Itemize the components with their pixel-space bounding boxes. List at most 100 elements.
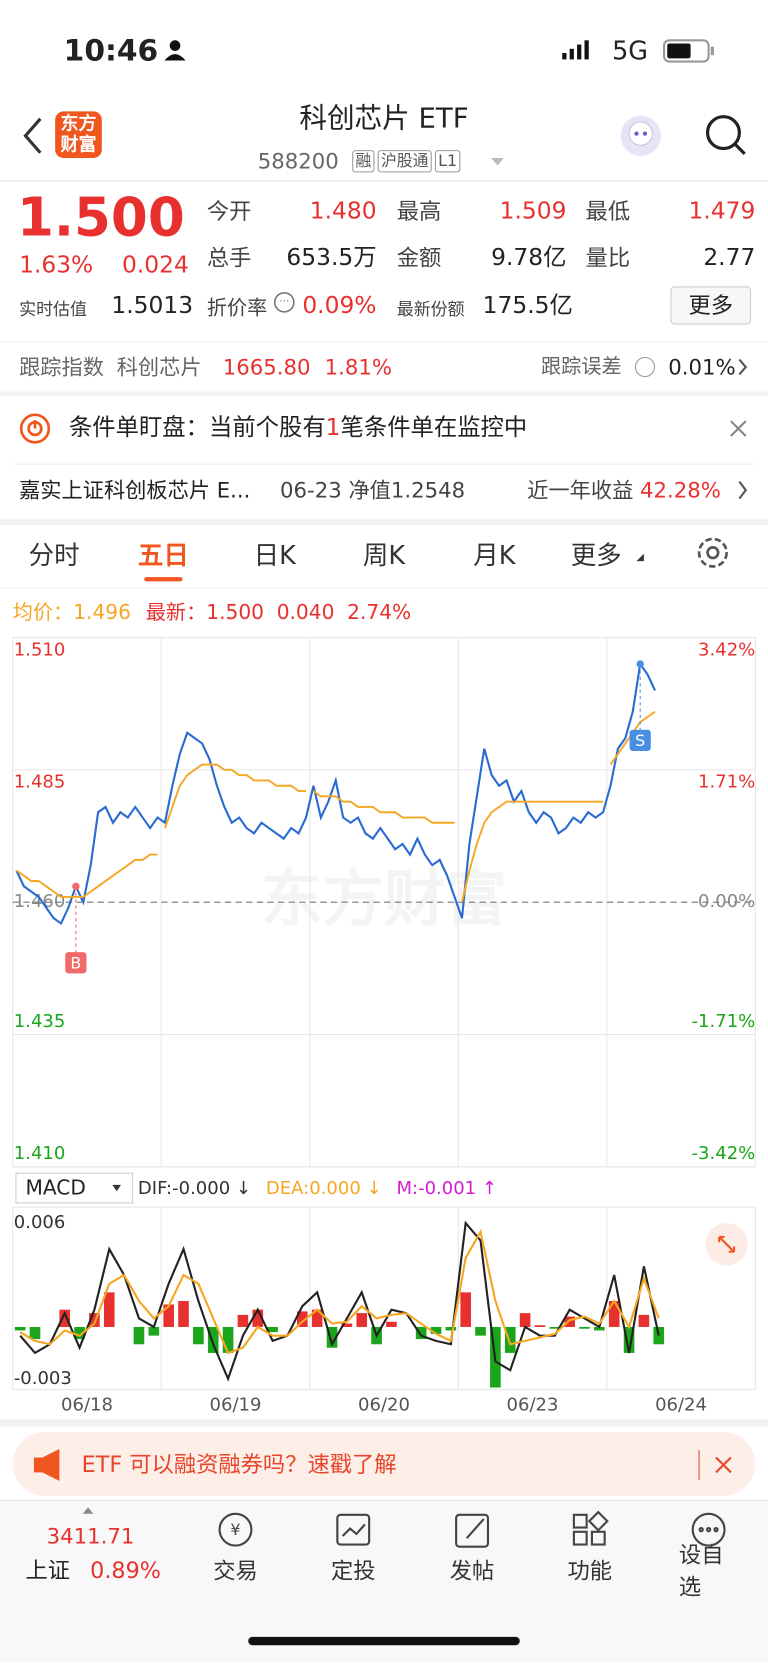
shares-label: 最新份额 bbox=[396, 299, 465, 320]
alert-icon bbox=[19, 413, 51, 444]
field-value: 2.77 bbox=[703, 245, 756, 272]
tab[interactable]: 分时 bbox=[28, 540, 80, 571]
discount-label: 折价率 bbox=[206, 296, 268, 320]
macd-bar bbox=[103, 1292, 115, 1327]
divider bbox=[0, 587, 768, 589]
field-label: 今开 bbox=[206, 198, 252, 225]
return-label: 近一年收益 bbox=[527, 477, 634, 503]
network: 5G bbox=[612, 36, 649, 66]
change: 0.024 bbox=[121, 252, 189, 279]
error-label: 跟踪误差 bbox=[541, 354, 622, 379]
legend-entry: M:-0.001 ↑ bbox=[396, 1178, 497, 1199]
macd-bar bbox=[445, 1326, 457, 1331]
field-value: 1.509 bbox=[499, 198, 567, 225]
price-line bbox=[15, 661, 657, 926]
banner-text[interactable]: ETF 可以融资融券吗？速戳了解 bbox=[81, 1451, 397, 1478]
macd-bar bbox=[163, 1304, 174, 1327]
tags: 融沪股通 L1 bbox=[352, 150, 463, 173]
macd-bar bbox=[564, 1316, 575, 1327]
avg-label: 均价： bbox=[12, 600, 74, 625]
last-change-pct: 2.74% bbox=[347, 600, 412, 625]
bottom-bar bbox=[0, 1499, 768, 1663]
y-tick-label: 1.410 bbox=[14, 1143, 66, 1164]
change-pct: 1.63% bbox=[19, 252, 94, 279]
more-button[interactable]: 更多 bbox=[670, 286, 752, 325]
alert-count: 1 bbox=[325, 414, 341, 442]
close-icon bbox=[730, 420, 747, 437]
tab[interactable]: 日K bbox=[253, 540, 296, 571]
x-tick-label: 06/19 bbox=[210, 1395, 262, 1416]
dropdown-icon bbox=[112, 1184, 121, 1192]
avatar bbox=[620, 115, 661, 156]
x-tick-label: 06/24 bbox=[655, 1395, 707, 1416]
avg-value: 1.496 bbox=[73, 600, 131, 625]
y2-tick-label: 0.00% bbox=[698, 891, 755, 912]
nav-item[interactable]: 定投 bbox=[330, 1558, 376, 1584]
y-tick-label: 1.435 bbox=[14, 1011, 66, 1032]
search-icon bbox=[705, 115, 746, 155]
annotation-box bbox=[629, 729, 651, 751]
y2-tick-label: 1.71% bbox=[698, 772, 755, 793]
discount: 0.09% bbox=[302, 292, 377, 320]
field-value: 1.479 bbox=[688, 198, 756, 225]
alert-text[interactable]: 条件单盯盘：当前个股有1笔条件单在监控中 bbox=[69, 414, 528, 442]
tab[interactable]: 更多 bbox=[570, 540, 622, 571]
shares: 175.5亿 bbox=[482, 292, 573, 320]
nav-item[interactable]: 发帖 bbox=[449, 1558, 495, 1584]
code: 588200 bbox=[257, 148, 339, 174]
expand-icon bbox=[705, 1223, 748, 1266]
divider bbox=[0, 391, 768, 396]
dif-line bbox=[19, 1220, 660, 1382]
average-line bbox=[164, 763, 307, 829]
tab[interactable]: 五日 bbox=[137, 540, 189, 571]
nav-item[interactable]: 设自选 bbox=[678, 1542, 724, 1600]
macd-selector[interactable] bbox=[15, 1172, 134, 1204]
nav-item[interactable]: 交易 bbox=[213, 1558, 258, 1584]
last-label: 最新： bbox=[145, 600, 207, 625]
chevron bbox=[738, 358, 748, 376]
chevron bbox=[738, 480, 748, 500]
macd-bar bbox=[14, 1326, 26, 1331]
macd-bar bbox=[608, 1301, 620, 1327]
divider bbox=[12, 463, 756, 465]
macd-bar bbox=[193, 1326, 204, 1345]
annotation-label: S bbox=[635, 731, 645, 750]
macd-frame bbox=[12, 1206, 756, 1391]
alert-suffix: 笔条件单在监控中 bbox=[340, 414, 528, 442]
logo[interactable]: 东方财富 bbox=[55, 111, 102, 159]
macd-bar bbox=[297, 1311, 308, 1327]
nav-item[interactable]: 功能 bbox=[567, 1558, 613, 1584]
macd-bar bbox=[415, 1326, 427, 1340]
settings-icon bbox=[697, 537, 728, 568]
tab[interactable]: 月K bbox=[473, 540, 516, 571]
macd-bar bbox=[74, 1326, 85, 1340]
tracking-change: 1.81% bbox=[324, 354, 393, 380]
time: 10:46 bbox=[63, 32, 159, 68]
field-value: 653.5万 bbox=[286, 245, 377, 272]
divider bbox=[0, 1419, 768, 1427]
y2-tick-label: -1.71% bbox=[692, 1011, 756, 1032]
fund-name[interactable]: 嘉实上证科创板芯片 E... bbox=[19, 477, 251, 503]
help-icon bbox=[634, 356, 656, 378]
dropdown-icon bbox=[491, 158, 504, 166]
macd-bar bbox=[252, 1309, 264, 1327]
tab[interactable]: 周K bbox=[362, 540, 406, 571]
back-icon bbox=[23, 117, 42, 154]
macd-bar bbox=[594, 1326, 605, 1331]
fund-date: 06-23 bbox=[280, 477, 342, 503]
macd-bar bbox=[504, 1326, 516, 1353]
price: 1.500 bbox=[16, 186, 185, 249]
legend-entry: DIF:-0.000 ↓ bbox=[138, 1178, 251, 1199]
macd-bar bbox=[59, 1309, 71, 1327]
estimate-label: 实时估值 bbox=[19, 299, 88, 320]
macd-bar bbox=[475, 1326, 486, 1336]
average-line bbox=[15, 853, 158, 898]
divider bbox=[0, 180, 768, 182]
banner[interactable] bbox=[12, 1432, 756, 1496]
chart-frame bbox=[12, 637, 756, 1168]
index-value: 3411.71 bbox=[46, 1523, 135, 1549]
watermark: 东方财富 bbox=[261, 863, 507, 935]
x-tick-label: 06/20 bbox=[358, 1395, 410, 1416]
